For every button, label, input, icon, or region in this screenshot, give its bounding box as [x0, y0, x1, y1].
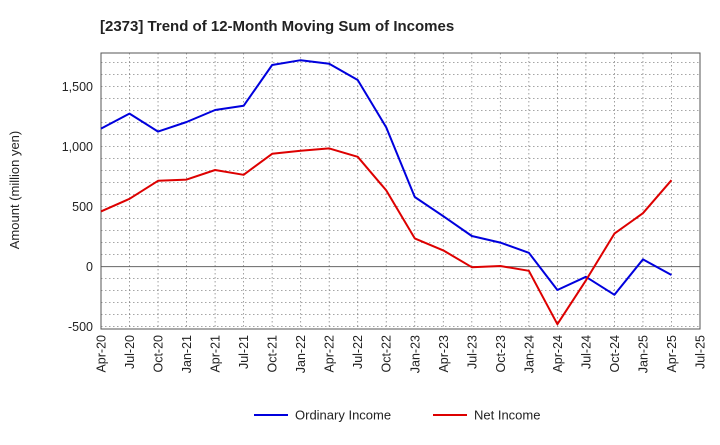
series-line-net-income — [100, 147, 673, 326]
x-tick-label: Oct-24 — [608, 335, 622, 373]
y-axis-label: Amount (million yen) — [7, 131, 22, 250]
legend: Ordinary Income Net Income — [254, 408, 540, 423]
x-tick-label: Jul-24 — [579, 335, 593, 369]
x-tick-label: Apr-21 — [209, 335, 223, 373]
x-tick-label: Jul-22 — [351, 335, 365, 369]
y-tick-label: 0 — [86, 260, 93, 274]
y-tick-label: 1,000 — [62, 140, 93, 154]
x-tick-label: Jul-23 — [465, 335, 479, 369]
x-tick-label: Jul-25 — [694, 335, 708, 369]
x-tick-label: Oct-20 — [152, 335, 166, 373]
x-tick-label: Apr-25 — [665, 335, 679, 373]
y-tick-label: 500 — [72, 200, 93, 214]
x-tick-label: Apr-23 — [437, 335, 451, 373]
grid — [101, 53, 700, 329]
x-tick-label: Oct-23 — [494, 335, 508, 373]
x-tick-label: Apr-20 — [95, 335, 109, 373]
x-tick-label: Oct-21 — [266, 335, 280, 373]
x-tick-label: Apr-24 — [551, 335, 565, 373]
x-tick-label: Jan-25 — [636, 335, 650, 373]
plot-frame — [100, 52, 701, 330]
legend-label: Net Income — [474, 408, 540, 423]
x-tick-label: Jan-21 — [180, 335, 194, 373]
x-tick-label: Jan-24 — [522, 335, 536, 373]
x-tick-label: Apr-22 — [323, 335, 337, 373]
y-tick-label: 1,500 — [62, 80, 93, 94]
series-line-ordinary-income — [100, 59, 672, 296]
x-tick-label: Jan-23 — [408, 335, 422, 373]
x-tick-label: Jul-21 — [237, 335, 251, 369]
x-tick-label: Oct-22 — [380, 335, 394, 373]
legend-label: Ordinary Income — [295, 408, 391, 423]
y-axis-ticks: -500 0 500 1,000 1,500 — [62, 80, 93, 334]
x-tick-label: Jul-20 — [123, 335, 137, 369]
y-tick-label: -500 — [68, 320, 93, 334]
x-tick-label: Jan-22 — [294, 335, 308, 373]
x-axis-ticks: Apr-20 Jul-20 Oct-20 Jan-21 Apr-21 Jul-21 Oct-… — [95, 335, 708, 373]
chart-title: [2373] Trend of 12-Month Moving Sum of I… — [100, 18, 454, 35]
series-group — [100, 59, 673, 326]
